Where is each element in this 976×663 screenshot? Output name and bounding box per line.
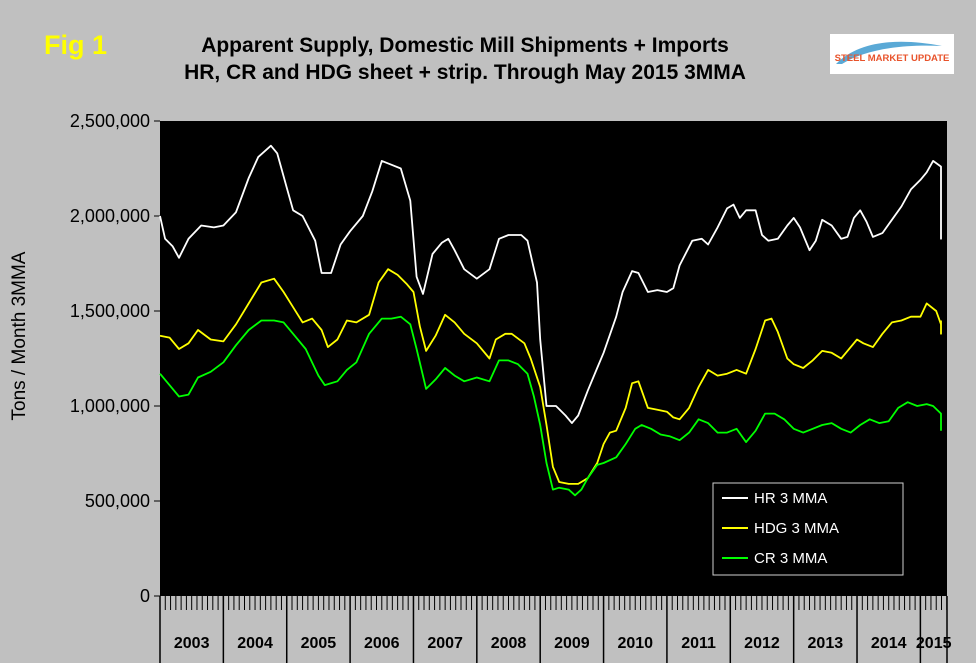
x-year-label: 2004 [237, 635, 273, 652]
x-year-label: 2006 [364, 635, 400, 652]
chart-title: Apparent Supply, Domestic Mill Shipments… [120, 32, 810, 86]
y-axis: 0 500,000 1,000,000 1,500,000 2,000,000 2,500… [70, 111, 160, 606]
x-year-label: 2003 [174, 635, 210, 652]
y-tick-label: 2,000,000 [70, 206, 150, 226]
x-year-label: 2010 [617, 635, 653, 652]
x-year-label: 2007 [427, 635, 463, 652]
x-year-label: 2005 [301, 635, 337, 652]
y-tick-label: 1,500,000 [70, 301, 150, 321]
figure-label: Fig 1 [44, 30, 108, 60]
x-year-label: 2011 [681, 635, 716, 652]
y-tick-label: 500,000 [85, 491, 150, 511]
legend-label: CR 3 MMA [754, 550, 827, 567]
logo-text: STEEL MARKET UPDATE [835, 53, 950, 64]
steel-market-update-logo: STEEL MARKET UPDATE [830, 34, 954, 74]
x-year-label: 2013 [808, 635, 844, 652]
x-year-label: 2009 [554, 635, 590, 652]
chart-title-line1: Apparent Supply, Domestic Mill Shipments… [201, 34, 729, 57]
x-axis: 2003 2004 2005 2006 2007 2008 2009 2010 2011 2012… [159, 596, 952, 663]
series-group [159, 144, 942, 497]
y-tick-label: 2,500,000 [70, 111, 150, 131]
x-year-label: 2014 [871, 635, 907, 652]
y-tick-label: 0 [140, 586, 150, 606]
series-line-hr [159, 144, 942, 424]
legend: HR 3 MMA HDG 3 MMA CR 3 MMA [712, 482, 904, 576]
legend-label: HR 3 MMA [754, 490, 827, 507]
x-year-label: 2008 [491, 635, 527, 652]
chart-title-line2: HR, CR and HDG sheet + strip. Through Ma… [184, 61, 746, 84]
series-line-cr [159, 315, 942, 497]
legend-label: HDG 3 MMA [754, 520, 839, 537]
y-tick-label: 1,000,000 [70, 396, 150, 416]
x-year-label: 2015 [916, 635, 952, 652]
x-year-label: 2012 [744, 635, 780, 652]
